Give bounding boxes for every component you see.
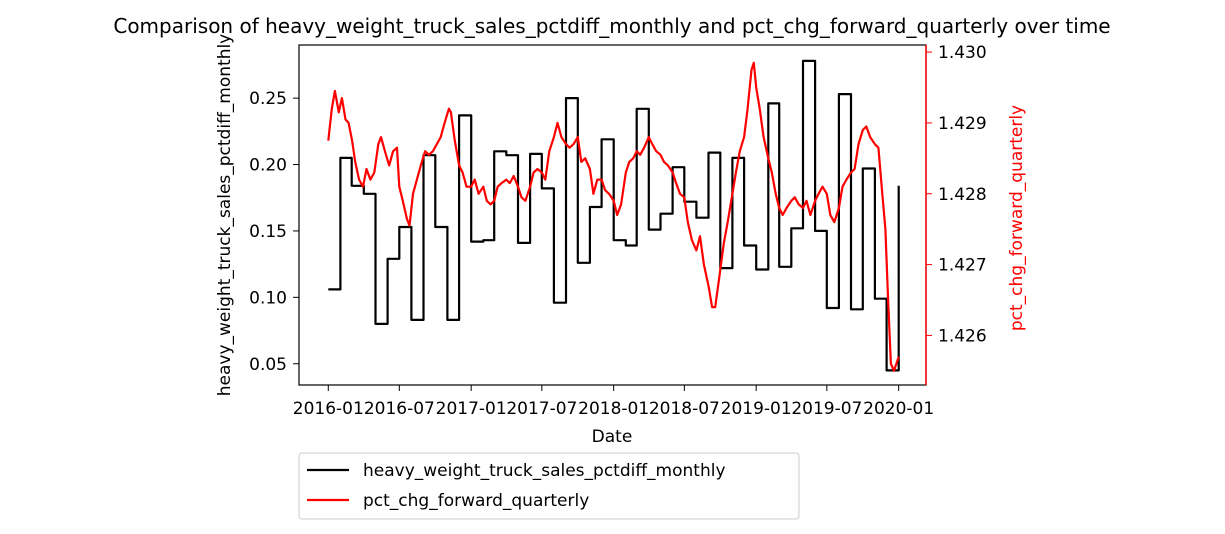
x-tick-label: 2019-01: [721, 399, 792, 419]
right-y-axis-label: pct_chg_forward_quarterly: [1007, 105, 1027, 331]
right-y-tick-label: 1.430: [938, 43, 987, 63]
right-y-axis-ticks: 1.426 1.427 1.428 1.429 1.430: [926, 43, 987, 346]
right-y-tick-label: 1.428: [938, 185, 987, 205]
right-y-tick-label: 1.426: [938, 326, 987, 346]
left-y-tick-label: 0.10: [249, 288, 287, 308]
series-line-pct-chg-forward-quarterly: [327, 61, 900, 372]
legend-box: [298, 452, 800, 520]
left-y-tick-label: 0.15: [249, 222, 287, 242]
left-y-axis-label: heavy_weight_truck_sales_pctdiff_monthly: [215, 34, 235, 397]
x-tick-label: 2020-01: [863, 399, 934, 419]
series-layer: [327, 59, 900, 372]
x-tick-label: 2018-01: [578, 399, 649, 419]
right-y-tick-label: 1.427: [938, 256, 987, 276]
x-tick-label: 2016-01: [293, 399, 364, 419]
left-y-axis-ticks: 0.05 0.10 0.15 0.20 0.25: [249, 89, 299, 375]
left-y-tick-label: 0.25: [249, 89, 287, 109]
x-axis-ticks: 2016-01 2016-07 2017-01 2017-07 2018-01 2018-…: [293, 385, 934, 419]
left-y-tick-label: 0.05: [249, 355, 287, 375]
x-tick-label: 2017-07: [506, 399, 577, 419]
x-tick-label: 2016-07: [364, 399, 435, 419]
legend-label-heavy-weight-truck-sales: heavy_weight_truck_sales_pctdiff_monthly: [363, 461, 726, 481]
left-y-tick-label: 0.20: [249, 156, 287, 176]
x-tick-label: 2019-07: [791, 399, 862, 419]
chart-title: Comparison of heavy_weight_truck_sales_p…: [113, 14, 1110, 38]
x-axis-label: Date: [592, 427, 633, 447]
series-line-heavy-weight-truck-sales: [328, 59, 900, 372]
x-tick-label: 2017-01: [436, 399, 507, 419]
x-tick-label: 2018-07: [649, 399, 720, 419]
legend-label-pct-chg-forward-quarterly: pct_chg_forward_quarterly: [363, 491, 589, 511]
legend: heavy_weight_truck_sales_pctdiff_monthly…: [298, 452, 800, 520]
plot-frame: [298, 44, 927, 386]
right-y-tick-label: 1.429: [938, 114, 987, 134]
